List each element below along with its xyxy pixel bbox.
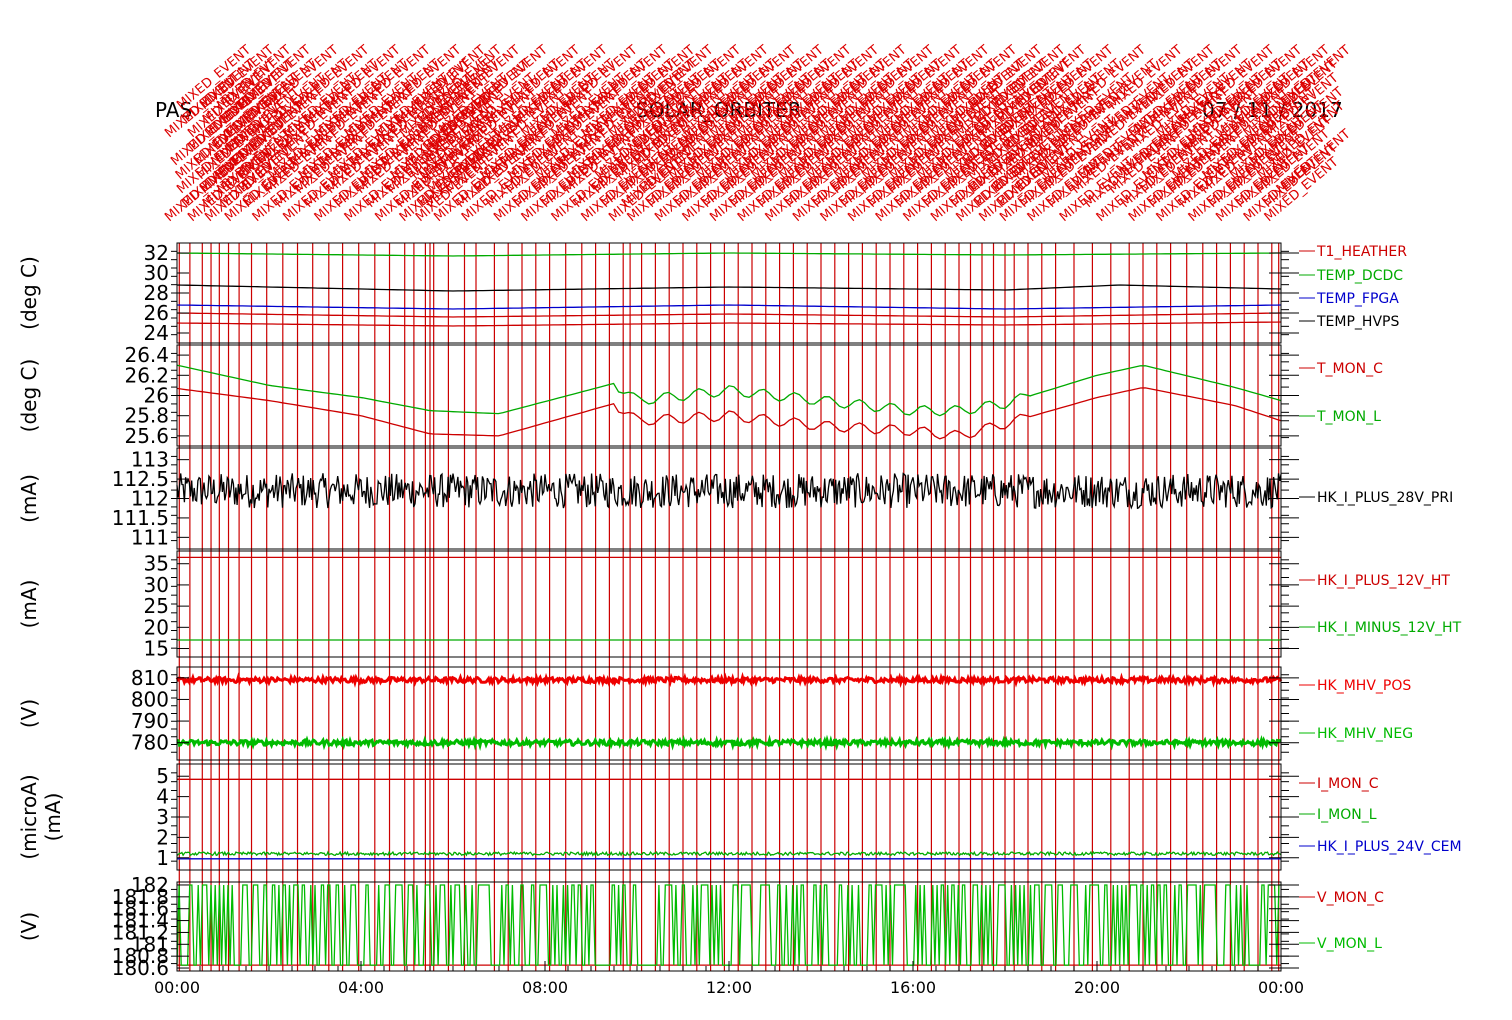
y-tick-label: 180.8 — [112, 944, 169, 968]
x-tick-label: 20:00 — [1074, 978, 1120, 997]
y-axis-label: (mA) — [17, 580, 41, 629]
y-axis-label: (deg C) — [17, 256, 41, 330]
legend-label: I_MON_L — [1317, 807, 1377, 823]
series-line — [175, 671, 1283, 688]
y-tick-label: 30 — [144, 573, 169, 597]
series-line — [176, 734, 1282, 751]
y-tick-label: 26.4 — [124, 343, 169, 367]
legend-label: TEMP_HVPS — [1316, 314, 1399, 330]
series-line — [176, 312, 1282, 318]
y-tick-label: 35 — [144, 552, 169, 576]
y-tick-label: 26 — [144, 301, 169, 325]
x-tick-label: 12:00 — [706, 978, 752, 997]
y-axis-label-2: (mA) — [41, 793, 65, 842]
header-center: SOLAR_ORBITER — [636, 98, 802, 122]
header-left: PAS — [155, 98, 193, 122]
y-tick-label: 4 — [156, 785, 169, 809]
series-line — [176, 850, 1282, 857]
y-tick-label: 24 — [144, 321, 169, 345]
x-tick-label: 00:00 — [1258, 978, 1304, 997]
y-tick-label: 182 — [131, 873, 169, 897]
y-tick-label: 800 — [131, 687, 169, 711]
legend-label: HK_I_PLUS_24V_CEM — [1317, 839, 1462, 855]
legend-label: T1_HEATHER — [1316, 244, 1407, 260]
y-tick-label: 30 — [144, 261, 169, 285]
y-tick-label: 111 — [131, 525, 169, 549]
event-markers — [178, 243, 1280, 971]
y-tick-label: 780 — [131, 731, 169, 755]
y-tick-label: 790 — [131, 709, 169, 733]
series-line — [176, 364, 1282, 417]
series-line — [176, 304, 1282, 310]
legend-label: I_MON_C — [1317, 776, 1379, 792]
y-tick-label: 113 — [131, 448, 169, 472]
legend-label: HK_I_PLUS_28V_PRI — [1317, 490, 1453, 506]
legend-label: HK_MHV_NEG — [1317, 726, 1413, 742]
legend-label: TEMP_FPGA — [1316, 291, 1399, 307]
y-tick-label: 1 — [156, 846, 169, 870]
y-tick-label: 181.6 — [112, 897, 169, 921]
legend-label: T_MON_C — [1316, 361, 1383, 377]
y-axis-label: (V) — [17, 699, 41, 728]
legend-label: V_MON_C — [1317, 890, 1384, 906]
y-tick-label: 20 — [144, 615, 169, 639]
y-axis-label: (deg C) — [17, 359, 41, 433]
y-tick-label: 5 — [156, 764, 169, 788]
legend-label: HK_MHV_POS — [1317, 678, 1411, 694]
y-tick-label: 26 — [144, 384, 169, 408]
data-series — [175, 252, 1283, 966]
x-tick-label: 08:00 — [522, 978, 568, 997]
x-tick-label: 04:00 — [338, 978, 384, 997]
y-tick-label: 15 — [144, 637, 169, 661]
y-tick-label: 26.2 — [124, 363, 169, 387]
series-line — [176, 252, 1281, 257]
series-line — [176, 321, 1282, 327]
y-tick-label: 180.6 — [112, 956, 169, 980]
y-tick-label: 181.8 — [112, 885, 169, 909]
header-right: 07 / 11 / 2017 — [1202, 98, 1343, 122]
legend-label: T_MON_L — [1316, 409, 1381, 425]
y-tick-label: 181 — [131, 932, 169, 956]
legend-label: HK_I_PLUS_12V_HT — [1317, 573, 1450, 589]
y-axis-label: (microA) — [17, 774, 41, 859]
event-labels: MIXED_EVENTMIXED_EVENTMIXED_EVENTMIXED_E… — [162, 43, 1353, 225]
y-tick-label: 25.8 — [124, 404, 169, 428]
y-tick-label: 25 — [144, 594, 169, 618]
y-tick-label: 181.4 — [112, 909, 169, 933]
series-line — [176, 472, 1282, 510]
y-tick-label: 112.5 — [112, 467, 169, 491]
y-axis-label: (mA) — [17, 474, 41, 523]
y-tick-label: 112 — [131, 487, 169, 511]
series-line — [176, 284, 1282, 292]
y-tick-label: 111.5 — [112, 506, 169, 530]
series-line — [176, 387, 1282, 440]
legend-label: V_MON_L — [1317, 936, 1382, 952]
y-tick-label: 32 — [144, 241, 169, 265]
y-tick-label: 3 — [156, 805, 169, 829]
legend-label: TEMP_DCDC — [1316, 268, 1403, 284]
x-tick-label: 16:00 — [890, 978, 936, 997]
y-tick-label: 25.6 — [124, 424, 169, 448]
y-tick-label: 810 — [131, 666, 169, 690]
y-tick-label: 2 — [156, 825, 169, 849]
y-axis-label: (V) — [17, 912, 41, 941]
y-tick-label: 28 — [144, 281, 169, 305]
y-tick-label: 181.2 — [112, 920, 169, 944]
legend-label: HK_I_MINUS_12V_HT — [1317, 620, 1462, 636]
x-tick-label: 00:00 — [154, 978, 200, 997]
